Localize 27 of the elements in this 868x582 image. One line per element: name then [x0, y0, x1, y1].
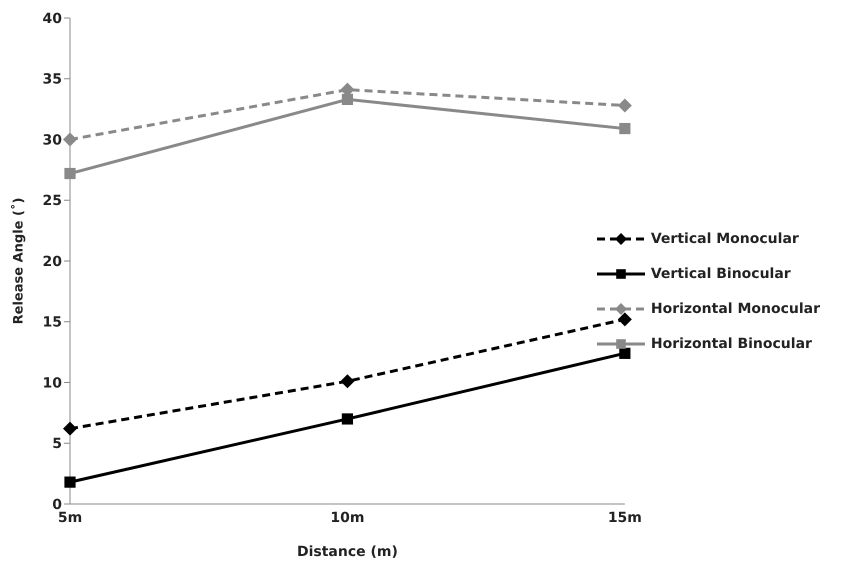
point — [618, 98, 632, 112]
y-tick-label: 5 — [52, 436, 62, 452]
point — [63, 132, 77, 146]
y-tick-label: 30 — [42, 132, 62, 148]
point — [340, 374, 354, 388]
y-tick-label: 20 — [42, 254, 62, 270]
point — [64, 476, 76, 488]
point — [64, 168, 76, 180]
y-tick-label: 25 — [42, 193, 62, 210]
point — [619, 122, 630, 134]
y-tick-label: 10 — [42, 375, 62, 392]
point — [618, 312, 632, 326]
legend-label: Vertical Monocular — [650, 230, 799, 246]
legend-label: Horizontal Monocular — [650, 300, 820, 316]
point — [342, 94, 354, 106]
y-tick-label: 15 — [42, 314, 62, 331]
point — [63, 422, 77, 436]
y-axis-title: Release Angle (˚) — [10, 198, 27, 324]
legend-label: Horizontal Binocular — [650, 336, 812, 352]
y-tick-label: 40 — [42, 10, 62, 27]
point — [342, 413, 354, 425]
x-tick-label: 15m — [608, 510, 642, 526]
x-axis-title: Distance (m) — [296, 544, 398, 560]
legend-label: Vertical Binocular — [650, 266, 791, 282]
x-tick-label: 10m — [330, 510, 364, 526]
y-tick-label: 35 — [42, 72, 62, 88]
point — [619, 348, 630, 359]
